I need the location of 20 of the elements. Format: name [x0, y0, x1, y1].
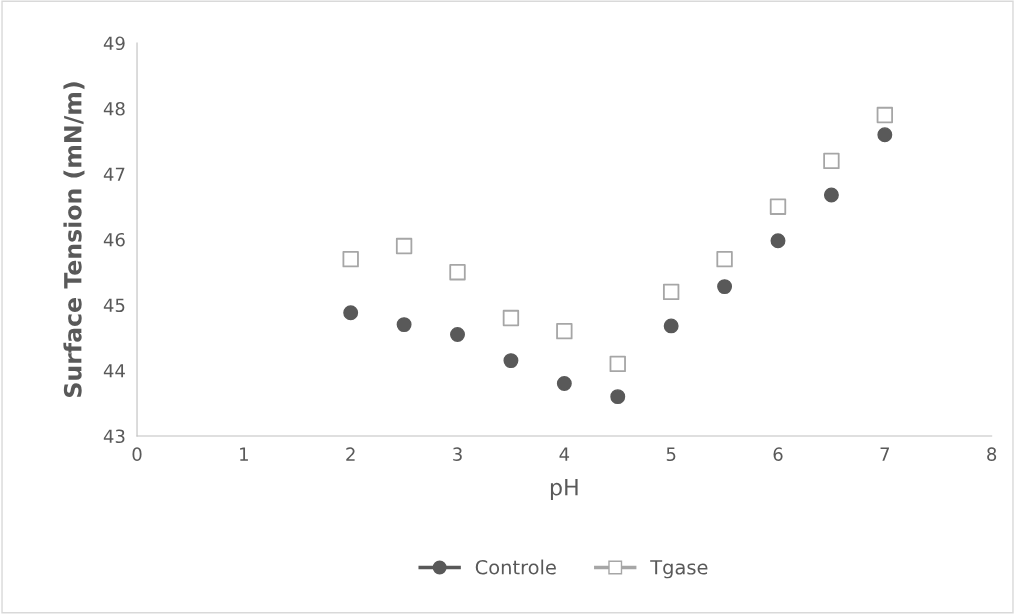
y-tick-label: 43: [103, 429, 125, 444]
x-tick-label: 0: [132, 447, 142, 462]
x-tick-label: 8: [987, 447, 997, 462]
x-tick-label: 6: [773, 447, 783, 462]
x-axis-title: pH: [550, 479, 578, 500]
x-tick-label: 7: [880, 447, 890, 461]
y-tick-label: 47: [103, 167, 125, 181]
y-tick-label: 46: [103, 232, 125, 247]
x-tick-label: 3: [453, 447, 462, 462]
x-tick-label: 4: [559, 447, 570, 461]
y-tick-label: 44: [103, 364, 125, 378]
legend-label: Controle: [475, 559, 556, 575]
x-tick-label: 2: [346, 447, 355, 461]
legend-label: Tgase: [650, 560, 708, 579]
y-axis-title: Surface Tension (mN/m): [63, 82, 85, 397]
y-tick-label: 48: [103, 101, 125, 116]
x-tick-label: 5: [666, 447, 676, 462]
y-tick-label: 45: [103, 298, 125, 313]
y-tick-label: 49: [103, 36, 125, 51]
x-tick-label: 1: [240, 447, 248, 461]
